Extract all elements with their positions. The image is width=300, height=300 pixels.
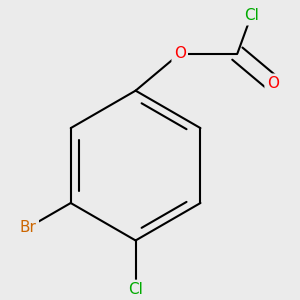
Text: Cl: Cl xyxy=(244,8,259,23)
Text: Cl: Cl xyxy=(128,282,143,297)
Text: O: O xyxy=(267,76,279,91)
Text: Br: Br xyxy=(20,220,37,235)
Text: O: O xyxy=(174,46,186,61)
